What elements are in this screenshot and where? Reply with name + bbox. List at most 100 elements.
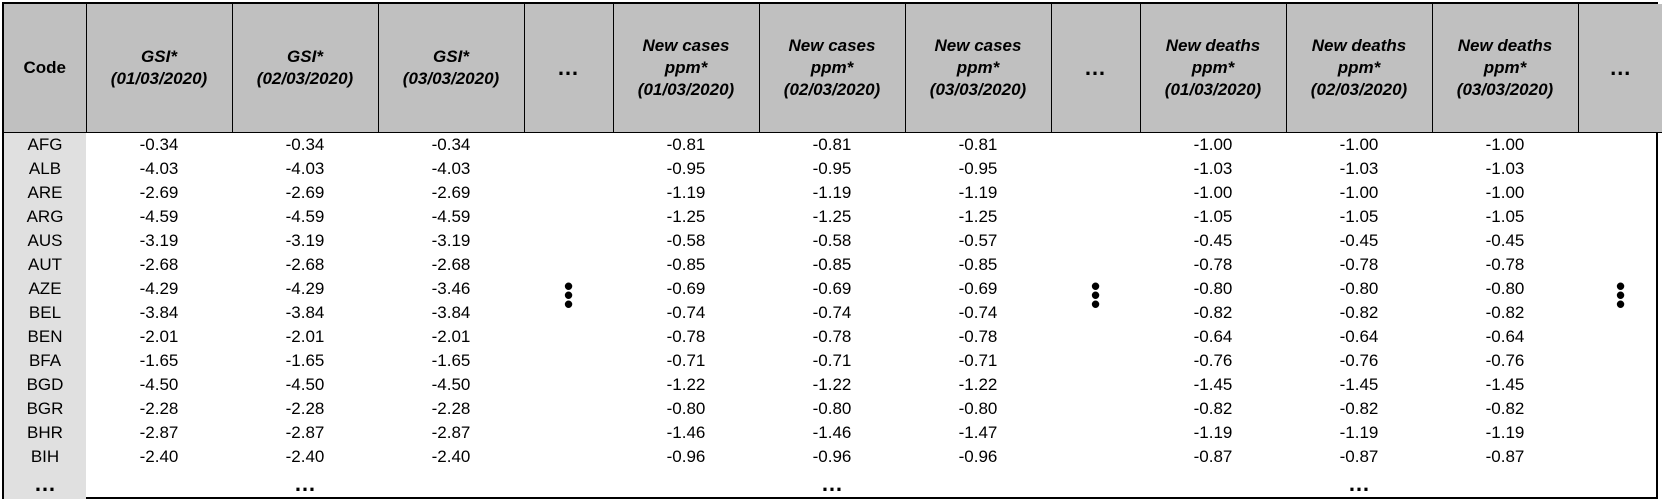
gsi-cell: -2.69 — [139, 183, 179, 202]
empty-cell — [86, 469, 232, 499]
gsi-cell: -2.68 — [139, 255, 179, 274]
gsi-cell: -1.65 — [431, 351, 471, 370]
table-row: BFA -1.65 -1.65 -1.65 -0.71 -0.71 -0.71 -0.76 -0… — [4, 349, 1662, 373]
table-row: BIH -2.40 -2.40 -2.40 -0.96 -0.96 -0.96 -0.87 -0… — [4, 445, 1662, 469]
new-deaths-cell: -0.87 — [1339, 447, 1379, 466]
new-deaths-cell: -0.82 — [1339, 303, 1379, 322]
new-deaths-cell: -1.00 — [1485, 135, 1525, 154]
vertical-ellipsis-icon: • • • — [1090, 271, 1101, 319]
header-ellipsis-2: … — [1050, 4, 1140, 133]
new-deaths-cell: -1.00 — [1339, 183, 1379, 202]
new-deaths-cell: -1.00 — [1339, 135, 1379, 154]
country-code-cell: AUS — [4, 229, 86, 253]
gsi-cell: -2.01 — [139, 327, 179, 346]
new-cases-cell: -0.81 — [812, 135, 852, 154]
new-deaths-cell: -0.82 — [1339, 399, 1379, 418]
gsi-cell: -4.59 — [285, 207, 325, 226]
new-cases-cell: -0.74 — [812, 303, 852, 322]
new-cases-cell: -0.71 — [666, 351, 706, 370]
table-row: ALB -4.03 -4.03 -4.03 -0.95 -0.95 -0.95 -1.03 -1… — [4, 157, 1662, 181]
new-cases-cell: -0.80 — [958, 399, 998, 418]
new-cases-cell: -1.46 — [666, 423, 706, 442]
country-code-cell: ALB — [4, 157, 86, 181]
new-deaths-cell: -1.05 — [1485, 207, 1525, 226]
new-deaths-cell: -1.19 — [1339, 423, 1379, 442]
new-cases-cell: -0.74 — [666, 303, 706, 322]
new-deaths-cell: -1.05 — [1339, 207, 1379, 226]
gsi-cell: -4.03 — [285, 159, 325, 178]
new-cases-cell: -0.69 — [958, 279, 998, 298]
table-row: AUS -3.19 -3.19 -3.19 -0.58 -0.58 -0.57 -0.45 -0… — [4, 229, 1662, 253]
table-row: BEN -2.01 -2.01 -2.01 -0.78 -0.78 -0.78 -0.64 -0… — [4, 325, 1662, 349]
new-deaths-cell: -1.03 — [1485, 159, 1525, 178]
new-deaths-cell: -1.45 — [1193, 375, 1233, 394]
country-code-cell: BHR — [4, 421, 86, 445]
empty-cell — [1578, 469, 1662, 499]
header-cases-d1: New cases ppm* (01/03/2020) — [612, 4, 759, 133]
gsi-cell: -3.19 — [139, 231, 179, 250]
new-deaths-cell: -1.19 — [1485, 423, 1525, 442]
new-cases-cell: -1.19 — [812, 183, 852, 202]
gsi-cell: -0.34 — [431, 135, 471, 154]
new-deaths-cell: -0.78 — [1193, 255, 1233, 274]
new-deaths-cell: -0.82 — [1193, 399, 1233, 418]
new-cases-cell: -0.78 — [812, 327, 852, 346]
new-cases-cell: -1.19 — [958, 183, 998, 202]
ellipsis-cell: … — [4, 469, 86, 499]
country-code-cell: BEL — [4, 301, 86, 325]
gsi-cell: -2.69 — [285, 183, 325, 202]
gsi-cell: -2.87 — [139, 423, 179, 442]
new-deaths-cell: -0.87 — [1193, 447, 1233, 466]
gsi-cell: -2.28 — [431, 399, 471, 418]
new-cases-cell: -1.46 — [812, 423, 852, 442]
new-cases-cell: -0.80 — [666, 399, 706, 418]
new-cases-cell: -0.71 — [958, 351, 998, 370]
new-cases-cell: -0.96 — [958, 447, 998, 466]
new-deaths-cell: -0.80 — [1193, 279, 1233, 298]
new-cases-cell: -0.58 — [666, 231, 706, 250]
gsi-cell: -2.01 — [285, 327, 325, 346]
gsi-cell: -4.50 — [431, 375, 471, 394]
new-deaths-cell: -1.05 — [1193, 207, 1233, 226]
new-cases-cell: -0.69 — [812, 279, 852, 298]
header-row: Code GSI* (01/03/2020) GSI* (02/03/2020) G… — [4, 4, 1662, 133]
header-gsi-d2: GSI* (02/03/2020) — [231, 4, 378, 133]
empty-cell — [524, 469, 613, 499]
gsi-cell: -4.29 — [285, 279, 325, 298]
gsi-cell: -2.68 — [431, 255, 471, 274]
country-code-cell: AFG — [4, 132, 86, 157]
gsi-cell: -3.19 — [285, 231, 325, 250]
gsi-cell: -2.69 — [431, 183, 471, 202]
new-cases-cell: -1.25 — [666, 207, 706, 226]
new-cases-cell: -0.80 — [812, 399, 852, 418]
ellipsis-column-1: • • • — [524, 133, 613, 470]
country-code-cell: AUT — [4, 253, 86, 277]
table-row: BGR -2.28 -2.28 -2.28 -0.80 -0.80 -0.80 -0.82 -0… — [4, 397, 1662, 421]
gsi-cell: -4.29 — [139, 279, 179, 298]
new-deaths-cell: -0.64 — [1193, 327, 1233, 346]
gsi-cell: -1.65 — [285, 351, 325, 370]
new-cases-cell: -1.19 — [666, 183, 706, 202]
country-code-cell: AZE — [4, 277, 86, 301]
table-row: BHR -2.87 -2.87 -2.87 -1.46 -1.46 -1.47 -1.19 -1… — [4, 421, 1662, 445]
new-cases-cell: -0.85 — [812, 255, 852, 274]
table-row: ARE -2.69 -2.69 -2.69 -1.19 -1.19 -1.19 -1.00 -1… — [4, 181, 1662, 205]
new-deaths-cell: -0.45 — [1485, 231, 1525, 250]
gsi-cell: -4.03 — [139, 159, 179, 178]
ellipsis-cell: … — [821, 471, 843, 496]
gsi-cell: -0.34 — [285, 135, 325, 154]
header-gsi-d3: GSI* (03/03/2020) — [377, 4, 524, 133]
new-cases-cell: -0.81 — [958, 135, 998, 154]
header-ellipsis-3: … — [1577, 4, 1662, 133]
new-cases-cell: -0.85 — [958, 255, 998, 274]
table-body: AFG -0.34 -0.34 -0.34 • • • -0.81 -0.81 -0.81 • • • -… — [4, 132, 1662, 499]
gsi-cell: -4.59 — [431, 207, 471, 226]
ellipsis-column-2: • • • — [1051, 133, 1140, 470]
new-deaths-cell: -1.19 — [1193, 423, 1233, 442]
header-deaths-d3: New deaths ppm* (03/03/2020) — [1431, 4, 1578, 133]
header-code: Code — [4, 4, 86, 133]
header-cases-d3: New cases ppm* (03/03/2020) — [904, 4, 1051, 133]
new-deaths-cell: -1.03 — [1339, 159, 1379, 178]
new-cases-cell: -1.25 — [958, 207, 998, 226]
